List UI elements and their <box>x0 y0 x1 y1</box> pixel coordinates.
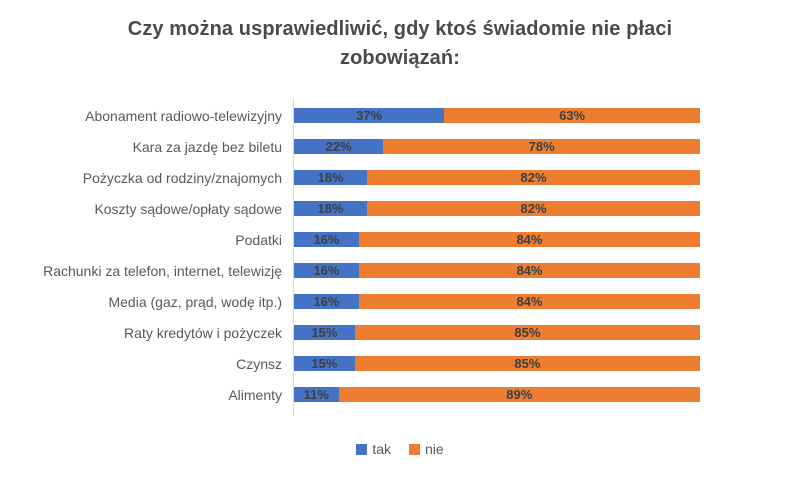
bar-track: 16% 84% <box>294 294 700 309</box>
bar-segment-nie: 82% <box>367 170 700 185</box>
bar-track: 18% 82% <box>294 201 700 216</box>
legend-item-nie: nie <box>409 441 444 457</box>
bar-track: 22% 78% <box>294 139 700 154</box>
value-label: 18% <box>317 201 344 216</box>
bar-segment-nie: 84% <box>358 294 700 309</box>
bar-segment-nie: 82% <box>367 201 700 216</box>
chart-title: Czy można usprawiedliwić, gdy ktoś świad… <box>127 18 673 69</box>
value-label: 85% <box>514 356 541 371</box>
bar-segment-tak: 15% <box>294 356 355 371</box>
category-label: Media (gaz, prąd, wodę itp.) <box>108 293 282 310</box>
chart-row: Alimenty 11% 89% <box>0 379 800 410</box>
bar-track: 15% 85% <box>294 325 700 340</box>
value-label: 15% <box>311 356 338 371</box>
value-label: 22% <box>325 139 352 154</box>
value-label: 37% <box>356 108 383 123</box>
value-label: 84% <box>516 294 543 309</box>
value-label: 16% <box>313 232 340 247</box>
bar-segment-tak: 16% <box>294 232 359 247</box>
chart-row: Kara za jazdę bez biletu 22% 78% <box>0 131 800 162</box>
bar-segment-nie: 63% <box>444 108 700 123</box>
chart-row: Czynsz 15% 85% <box>0 348 800 379</box>
bar-track: 16% 84% <box>294 263 700 278</box>
bar-segment-tak: 37% <box>294 108 445 123</box>
plot-area: Abonament radiowo-telewizyjny 37% 63% Kara … <box>0 98 800 415</box>
bar-segment-tak: 18% <box>294 201 368 216</box>
value-label: 78% <box>528 139 555 154</box>
chart-row: Media (gaz, prąd, wodę itp.) 16% 84% <box>0 286 800 317</box>
bar-rows: Abonament radiowo-telewizyjny 37% 63% Kara … <box>0 100 800 410</box>
value-label: 82% <box>520 170 547 185</box>
value-label: 16% <box>313 294 340 309</box>
value-label: 15% <box>311 325 338 340</box>
bar-segment-nie: 89% <box>338 387 700 402</box>
bar-segment-tak: 15% <box>294 325 355 340</box>
value-label: 82% <box>520 201 547 216</box>
category-label: Podatki <box>235 231 282 248</box>
category-label: Alimenty <box>228 386 282 403</box>
bar-segment-tak: 16% <box>294 263 359 278</box>
legend: tak nie <box>0 441 800 457</box>
category-label: Pożyczka od rodziny/znajomych <box>82 169 282 186</box>
category-label: Rachunki za telefon, internet, telewizję <box>43 262 282 279</box>
chart-row: Rachunki za telefon, internet, telewizję… <box>0 255 800 286</box>
category-label: Raty kredytów i pożyczek <box>124 324 282 341</box>
bar-track: 11% 89% <box>294 387 700 402</box>
chart-row: Koszty sądowe/opłaty sądowe 18% 82% <box>0 193 800 224</box>
bar-segment-nie: 84% <box>358 263 700 278</box>
legend-swatch-icon <box>409 443 420 455</box>
bar-track: 18% 82% <box>294 170 700 185</box>
bar-segment-nie: 84% <box>358 232 700 247</box>
legend-item-tak: tak <box>356 441 391 457</box>
value-label: 11% <box>303 387 329 402</box>
bar-segment-nie: 85% <box>354 325 700 340</box>
chart-row: Abonament radiowo-telewizyjny 37% 63% <box>0 100 800 131</box>
chart-row: Raty kredytów i pożyczek 15% 85% <box>0 317 800 348</box>
value-label: 63% <box>559 108 586 123</box>
value-label: 84% <box>516 232 543 247</box>
category-label: Kara za jazdę bez biletu <box>132 138 282 155</box>
bar-track: 16% 84% <box>294 232 700 247</box>
legend-label: tak <box>372 441 391 457</box>
bar-track: 15% 85% <box>294 356 700 371</box>
category-label: Koszty sądowe/opłaty sądowe <box>94 200 282 217</box>
legend-swatch-icon <box>356 443 368 455</box>
value-label: 18% <box>317 170 344 185</box>
bar-segment-tak: 16% <box>294 294 359 309</box>
value-label: 85% <box>514 325 541 340</box>
category-axis-line <box>293 98 294 415</box>
chart-row: Podatki 16% 84% <box>0 224 800 255</box>
category-label: Czynsz <box>236 355 282 372</box>
category-label: Abonament radiowo-telewizyjny <box>85 107 282 124</box>
bar-track: 37% 63% <box>294 108 700 123</box>
bar-segment-nie: 85% <box>354 356 700 371</box>
legend-label: nie <box>425 441 444 457</box>
bar-segment-tak: 11% <box>294 387 339 402</box>
bar-segment-tak: 22% <box>294 139 384 154</box>
bar-segment-tak: 18% <box>294 170 368 185</box>
value-label: 84% <box>516 263 543 278</box>
bar-segment-nie: 78% <box>383 139 700 154</box>
chart-row: Pożyczka od rodziny/znajomych 18% 82% <box>0 162 800 193</box>
value-label: 16% <box>313 263 340 278</box>
value-label: 89% <box>506 387 533 402</box>
